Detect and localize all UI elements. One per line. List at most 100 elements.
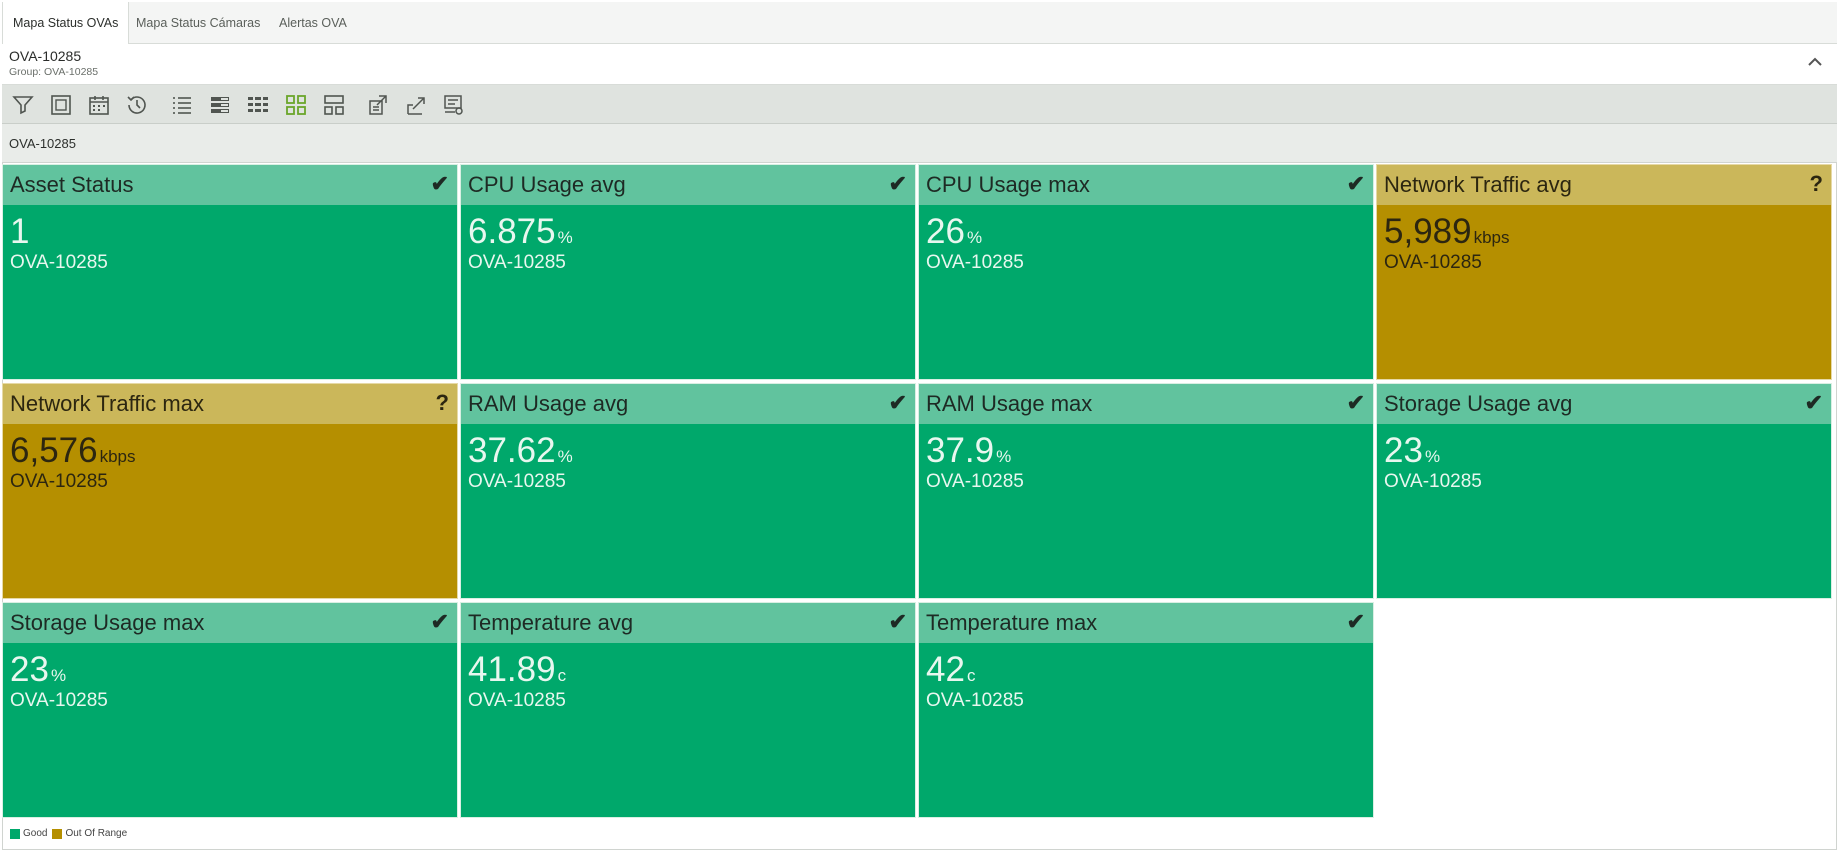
tile-value-row: 37.62%: [468, 430, 573, 478]
tile-title: Temperature max: [926, 610, 1098, 635]
tile-header: Temperature avg ✔: [461, 603, 915, 643]
toolbar: [2, 85, 1837, 124]
tile-value: 41.89: [468, 650, 556, 689]
tile-value: 42: [926, 650, 965, 689]
tile-value: 6,576: [10, 431, 98, 470]
tile-value-row: 5,989 kbps: [1384, 211, 1510, 259]
tile-header: Asset Status ✔: [3, 165, 457, 205]
tile-value-row: 41.89 c: [468, 649, 566, 697]
tile-unit: %: [1424, 447, 1441, 466]
metric-tile-network-traffic-max[interactable]: Network Traffic max? 6,576 kbps OVA-10285: [2, 383, 458, 599]
config-icon[interactable]: [440, 91, 468, 119]
tile-title: CPU Usage avg: [468, 172, 626, 197]
tile-title: RAM Usage avg: [468, 391, 629, 416]
tile-unit: %: [557, 447, 573, 466]
tile-title: Network Traffic max: [10, 391, 204, 416]
filter-icon[interactable]: [9, 91, 37, 119]
tile-grid-icon[interactable]: [282, 91, 310, 119]
breadcrumb-label: OVA-10285: [9, 136, 76, 151]
collapse-chevron-up-icon[interactable]: [1805, 52, 1825, 72]
export-icon[interactable]: [364, 91, 392, 119]
metric-tile-cpu-usage-avg[interactable]: CPU Usage avg ✔ 6.875% OVA-10285: [460, 164, 916, 380]
check-icon: ✔: [1346, 609, 1365, 634]
tile-asset-name: OVA-10285: [926, 471, 1024, 492]
tile-value-row: 26%: [926, 211, 982, 259]
check-icon: ✔: [430, 171, 449, 196]
list-detail-icon[interactable]: [206, 91, 234, 119]
tile-unit: %: [557, 228, 573, 247]
tile-header: Network Traffic max?: [3, 384, 457, 424]
metric-tile-storage-usage-max[interactable]: Storage Usage max ✔ 23% OVA-10285: [2, 602, 458, 818]
tile-unit: c: [966, 666, 976, 685]
tile-asset-name: OVA-10285: [1384, 471, 1482, 492]
group-subtitle: Group: OVA-10285: [9, 66, 99, 78]
tile-unit: %: [996, 447, 1012, 466]
check-icon: ✔: [888, 390, 907, 415]
metric-tile-asset-status[interactable]: Asset Status ✔ 1 OVA-10285: [2, 164, 458, 380]
tile-header: RAM Usage max ✔: [919, 384, 1373, 424]
tile-value: 26: [926, 212, 965, 251]
split-layout-icon[interactable]: [320, 91, 348, 119]
legend-label-good: Good: [23, 828, 48, 839]
check-icon: ✔: [1804, 390, 1823, 415]
metric-tile-temperature-max[interactable]: Temperature max ✔ 42 c OVA-10285: [918, 602, 1374, 818]
legend-swatch-good: [10, 828, 20, 839]
tile-header: Storage Usage avg ✔: [1377, 384, 1831, 424]
tile-value: 6.875: [468, 212, 556, 251]
tile-asset-name: OVA-10285: [1384, 252, 1482, 273]
tile-value-row: 23%: [10, 649, 66, 697]
legend-item-good: Good: [10, 828, 47, 839]
tile-title: Storage Usage max: [10, 610, 205, 635]
tile-title: RAM Usage max: [926, 391, 1093, 416]
compact-grid-icon[interactable]: [244, 91, 272, 119]
metric-tile-ram-usage-max[interactable]: RAM Usage max ✔ 37.9% OVA-10285: [918, 383, 1374, 599]
check-icon: ✔: [888, 171, 907, 196]
tab-mapa-status-camaras[interactable]: Mapa Status Cámaras: [136, 16, 261, 30]
tile-asset-name: OVA-10285: [926, 690, 1024, 711]
tile-title: Network Traffic avg: [1384, 172, 1572, 197]
metric-tile-temperature-avg[interactable]: Temperature avg ✔ 41.89 c OVA-10285: [460, 602, 916, 818]
check-icon: ✔: [1346, 390, 1365, 415]
tile-unit: c: [557, 666, 567, 685]
tile-header: Network Traffic avg?: [1377, 165, 1831, 205]
metric-tile-network-traffic-avg[interactable]: Network Traffic avg? 5,989 kbps OVA-10285: [1376, 164, 1832, 380]
group-title: OVA-10285: [9, 48, 82, 64]
tile-asset-name: OVA-10285: [468, 471, 566, 492]
tile-value: 5,989: [1384, 212, 1472, 251]
tab-mapa-status-ovas[interactable]: Mapa Status OVAs: [2, 2, 130, 45]
legend: Good Out Of Range: [10, 828, 132, 839]
report-icon[interactable]: [402, 91, 430, 119]
tile-title: CPU Usage max: [926, 172, 1090, 197]
tile-value-row: 6,576 kbps: [10, 430, 136, 478]
tile-value-row: 6.875%: [468, 211, 573, 259]
tile-header: CPU Usage max ✔: [919, 165, 1373, 205]
tile-value: 1: [10, 212, 30, 251]
calendar-icon[interactable]: [85, 91, 113, 119]
tile-title: Asset Status: [10, 172, 134, 197]
tile-unit: kbps: [99, 447, 136, 466]
tile-header: Temperature max ✔: [919, 603, 1373, 643]
metric-tile-cpu-usage-max[interactable]: CPU Usage max ✔ 26% OVA-10285: [918, 164, 1374, 380]
tab-bar: Mapa Status OVAs Mapa Status Cámaras Ale…: [2, 2, 1837, 45]
history-icon[interactable]: [123, 91, 151, 119]
tile-unit: %: [50, 666, 67, 685]
check-icon: ✔: [888, 609, 907, 634]
tile-header: CPU Usage avg ✔: [461, 165, 915, 205]
tile-asset-name: OVA-10285: [10, 690, 108, 711]
tile-value-row: 37.9%: [926, 430, 1011, 478]
tile-unit: %: [966, 228, 983, 247]
tile-header: Storage Usage max ✔: [3, 603, 457, 643]
list-icon[interactable]: [168, 91, 196, 119]
tile-unit: kbps: [1473, 228, 1510, 247]
tile-title: Storage Usage avg: [1384, 391, 1573, 416]
question-icon: ?: [435, 390, 449, 415]
tile-header: RAM Usage avg ✔: [461, 384, 915, 424]
group-header: OVA-10285 Group: OVA-10285: [2, 44, 1837, 85]
tile-value: 37.9: [926, 431, 995, 470]
check-icon: ✔: [430, 609, 449, 634]
metric-tile-storage-usage-avg[interactable]: Storage Usage avg ✔ 23% OVA-10285: [1376, 383, 1832, 599]
tile-asset-name: OVA-10285: [10, 471, 108, 492]
tab-alertas-ova[interactable]: Alertas OVA: [279, 16, 347, 30]
zoom-fit-icon[interactable]: [47, 91, 75, 119]
metric-tile-ram-usage-avg[interactable]: RAM Usage avg ✔ 37.62% OVA-10285: [460, 383, 916, 599]
